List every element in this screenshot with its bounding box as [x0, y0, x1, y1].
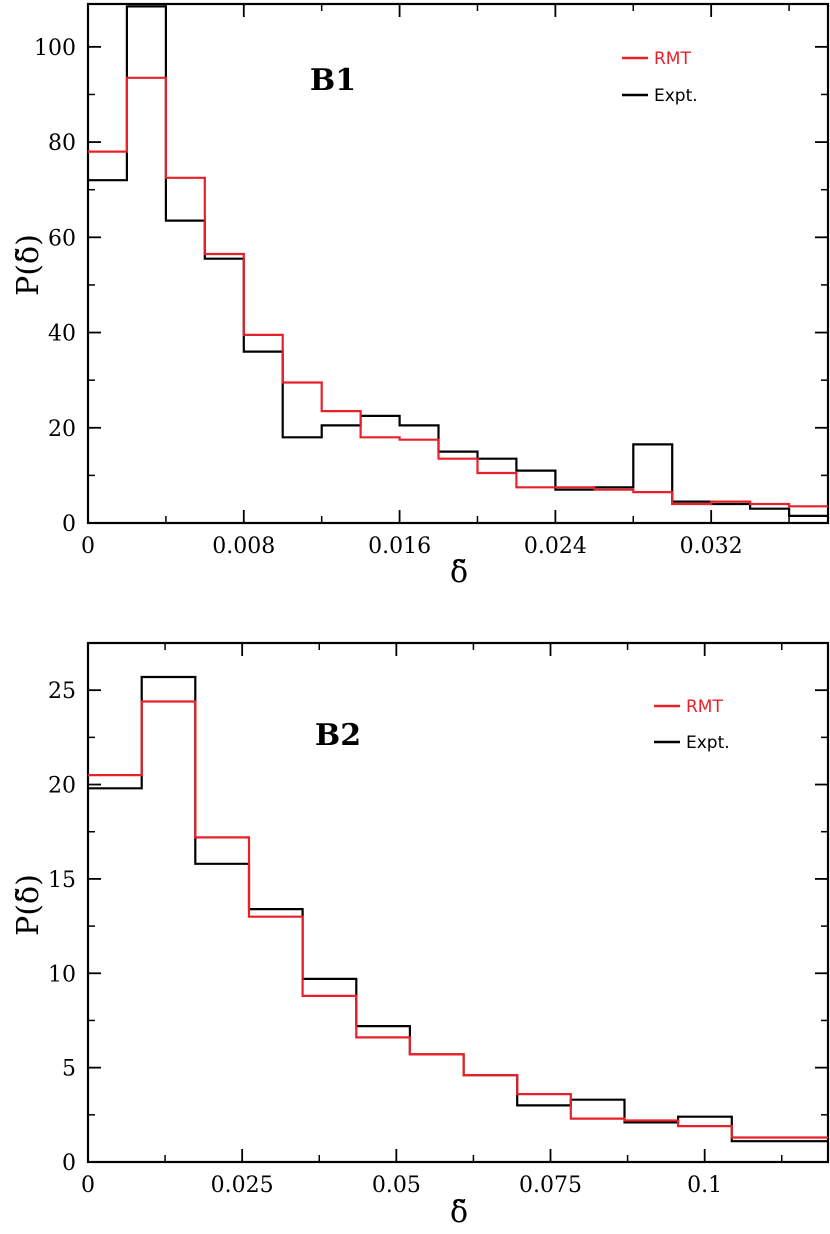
series-group: [88, 5, 828, 517]
series-line-rmt: [88, 76, 828, 508]
series-line-rmt: [88, 700, 828, 1139]
y-tick-label: 5: [62, 1057, 76, 1082]
tick-marks: [87, 643, 828, 1163]
y-tick-label: 15: [48, 868, 76, 893]
panel-title: B2: [315, 718, 361, 753]
plot-frame: [86, 641, 830, 1164]
legend-label-expt: Expt.: [654, 86, 698, 106]
y-tick-labels: 0 5 10 15 20 25: [48, 679, 76, 1176]
x-tick-label: 0.008: [212, 534, 275, 559]
x-tick-label: 0: [81, 1173, 95, 1198]
panel-b2: 0 0.025 0.05 0.075 0.1 0 5 10 15 20 25 B2 RMT Exp…: [11, 641, 830, 1230]
y-tick-label: 100: [34, 36, 76, 61]
y-tick-label: 10: [48, 962, 76, 987]
y-tick-label: 25: [48, 679, 76, 704]
x-tick-label: 0.025: [211, 1173, 274, 1198]
y-tick-label: 20: [48, 417, 76, 442]
x-tick-labels: 0 0.025 0.05 0.075 0.1: [81, 1173, 722, 1198]
plot-frame: [86, 2, 830, 525]
y-tick-labels: 0 20 40 60 80 100: [34, 36, 76, 537]
tick-marks: [87, 4, 828, 524]
y-axis-label: P(δ̃): [11, 234, 46, 296]
x-axis-label: δ̃: [450, 555, 468, 590]
series-line-expt: [88, 5, 828, 517]
legend-label-rmt: RMT: [654, 49, 691, 69]
x-tick-label: 0.032: [680, 534, 743, 559]
y-tick-label: 0: [62, 512, 76, 537]
y-tick-label: 80: [48, 131, 76, 156]
x-tick-label: 0.016: [368, 534, 431, 559]
y-tick-label: 40: [48, 322, 76, 347]
x-tick-label: 0.024: [524, 534, 587, 559]
x-tick-label: 0.075: [519, 1173, 582, 1198]
x-tick-label: 0.1: [687, 1173, 722, 1198]
y-axis-label: P(δ̃): [11, 874, 46, 936]
legend: RMT Expt.: [654, 697, 730, 753]
x-tick-label: 0: [81, 534, 95, 559]
x-axis-label: δ̃: [450, 1195, 468, 1230]
legend-label-expt: Expt.: [686, 733, 730, 753]
series-group: [88, 675, 828, 1143]
x-tick-labels: 0 0.008 0.016 0.024 0.032: [81, 534, 743, 559]
x-tick-label: 0.05: [372, 1173, 421, 1198]
y-tick-label: 0: [62, 1151, 76, 1176]
y-tick-label: 60: [48, 226, 76, 251]
y-tick-label: 20: [48, 774, 76, 799]
legend: RMT Expt.: [622, 49, 698, 106]
panel-b1: 0 0.008 0.016 0.024 0.032 0 20 40 60 80 100 B1 RM…: [11, 2, 830, 590]
legend-label-rmt: RMT: [686, 697, 723, 717]
panel-title: B1: [310, 63, 356, 98]
